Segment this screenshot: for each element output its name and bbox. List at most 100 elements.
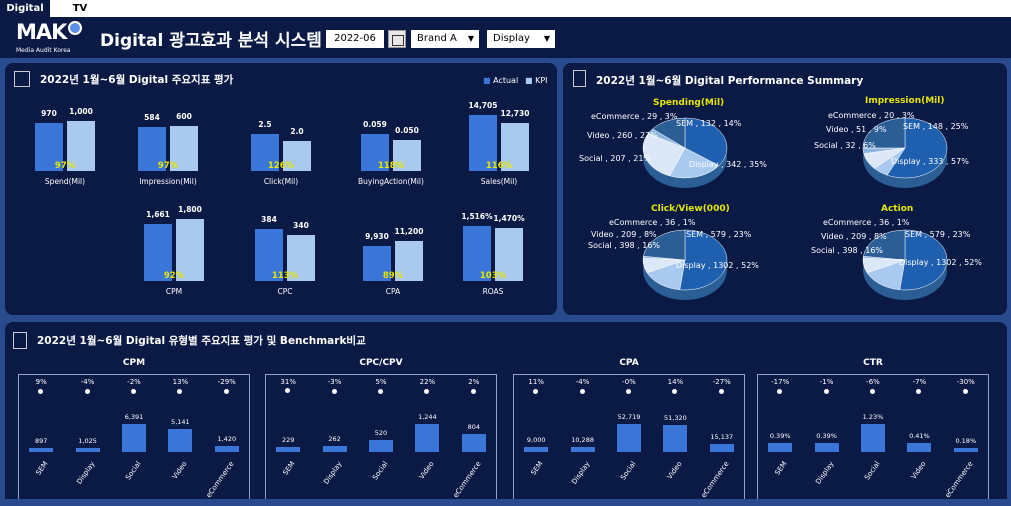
bench-dot (177, 389, 183, 394)
bar-kpi (501, 122, 529, 171)
pie-slice (899, 229, 948, 291)
achievement-pct: 118% (377, 161, 405, 171)
kpi-value: 12,730 (500, 108, 530, 118)
achievement-pct: 116% (485, 161, 513, 171)
pie-label: Social , 398 , 16% (811, 246, 884, 255)
bench-pct: -0% (622, 378, 636, 386)
bench-value: 1,420 (217, 434, 237, 443)
bench-dot (331, 389, 337, 394)
pie-label: Social , 398 , 16% (588, 241, 661, 250)
metric-label: Sales(Mil) (480, 177, 518, 186)
legend-kpi-label: KPI (535, 76, 548, 85)
bench-pct: -17% (771, 378, 790, 386)
pie-title: Action (881, 204, 914, 214)
brand-select[interactable]: Brand A ▼ (411, 30, 479, 48)
pie-slice (863, 229, 906, 261)
bench-bar (322, 446, 347, 452)
tab-bar: Digital TV (0, 0, 1011, 17)
pie-slice (643, 229, 686, 261)
bench-dot (718, 389, 724, 394)
pie-slice (684, 117, 728, 166)
chevron-down-icon: ▼ (543, 34, 550, 43)
bench-pct: -4% (575, 378, 590, 386)
tab-tv[interactable]: TV (72, 3, 88, 14)
bar-actual (144, 223, 172, 281)
bar-actual (251, 134, 279, 171)
pie-label: SEM , 132 , 14% (676, 119, 742, 128)
bench-group-box (265, 374, 497, 499)
calendar-icon[interactable] (388, 30, 406, 48)
pie-title: Impression(Mil) (865, 96, 945, 106)
achievement-pct: 97% (157, 161, 179, 171)
bench-pct: 13% (172, 378, 189, 386)
actual-value: 1,516% (461, 212, 493, 221)
bench-value: 520 (374, 429, 388, 438)
bench-panel-title: 2022년 1월~6월 Digital 유형별 주요지표 평가 및 Benchm… (37, 335, 366, 347)
bench-dot (579, 389, 585, 394)
achievement-pct: 97% (54, 161, 76, 171)
date-input[interactable]: 2022-06 (326, 30, 384, 48)
kpi-value: 0.050 (395, 125, 419, 135)
bench-dot (378, 389, 383, 394)
bench-group-box (18, 374, 250, 499)
bench-bar (570, 446, 595, 452)
pie-title: Click/View(000) (651, 204, 730, 214)
bar-kpi (283, 141, 311, 171)
pie-slice (886, 117, 948, 179)
bench-pct: -4% (80, 378, 95, 386)
actual-value: 14,705 (468, 101, 498, 110)
bench-pct: 14% (667, 378, 684, 386)
pie-label: eCommerce , 36 , 1% (823, 218, 910, 227)
bench-bar (768, 443, 793, 452)
logo-subtitle: Media Audit Korea (16, 47, 71, 54)
pie-slice (862, 117, 906, 149)
pie-title: Spending(Mil) (653, 98, 725, 108)
chevron-down-icon: ▼ (467, 34, 474, 43)
bench-dot (777, 389, 783, 394)
legend-kpi-swatch: ■ (525, 76, 533, 85)
bench-pct: -7% (912, 378, 927, 386)
bar-actual (255, 229, 283, 281)
bench-pct: -30% (956, 378, 975, 386)
bench-group-box (513, 374, 745, 499)
bar-kpi (287, 234, 315, 281)
kpi-value: 2.0 (290, 127, 304, 137)
page-title: Digital 광고효과 분석 시스템 (100, 31, 322, 51)
bench-value: 5,141 (171, 418, 190, 427)
bench-bar (75, 447, 100, 452)
bench-value: 804 (467, 422, 480, 431)
kpi-value: 1,800 (178, 205, 202, 214)
pie-label: Video , 260 , 27% (587, 131, 658, 140)
bench-bar (524, 447, 549, 452)
bench-pct: 22% (419, 378, 436, 386)
bench-dot (424, 389, 430, 394)
header: MAK Media Audit Korea Digital 광고효과 분석 시스… (0, 17, 1011, 58)
bar-kpi (170, 126, 198, 171)
bench-bar (122, 424, 146, 452)
kpi-value: 600 (176, 112, 192, 121)
logo: MAK Media Audit Korea (16, 20, 86, 56)
bench-dot (38, 389, 44, 394)
bench-bar (461, 433, 486, 452)
bench-pct: 31% (280, 378, 296, 386)
achievement-pct: 89% (382, 271, 404, 281)
brand-select-value: Brand A (417, 33, 457, 44)
pie-label: eCommerce , 29 , 3% (591, 112, 678, 121)
metric-label: BuyingAction(Mil) (358, 177, 424, 186)
media-select[interactable]: Display ▼ (487, 30, 555, 48)
bench-bar (276, 446, 301, 452)
summary-panel-title: 2022년 1월~6월 Digital Performance Summary (596, 75, 864, 87)
pie-label: eCommerce , 36 , 1% (609, 218, 696, 227)
bench-panel: 2022년 1월~6월 Digital 유형별 주요지표 평가 및 Benchm… (5, 322, 1007, 499)
bench-dot (870, 389, 875, 394)
bench-pct: 2% (468, 378, 480, 386)
tab-digital[interactable]: Digital (0, 0, 50, 17)
bar-actual (463, 226, 491, 281)
pie-label: Display , 342 , 35% (689, 160, 767, 169)
legend-actual-swatch: ■ (483, 76, 491, 85)
achievement-pct: 113% (271, 271, 299, 281)
metric-label: CPC (277, 287, 293, 296)
bench-value: 6,391 (124, 413, 144, 421)
bench-dot (223, 389, 229, 394)
bench-bar (907, 442, 932, 452)
